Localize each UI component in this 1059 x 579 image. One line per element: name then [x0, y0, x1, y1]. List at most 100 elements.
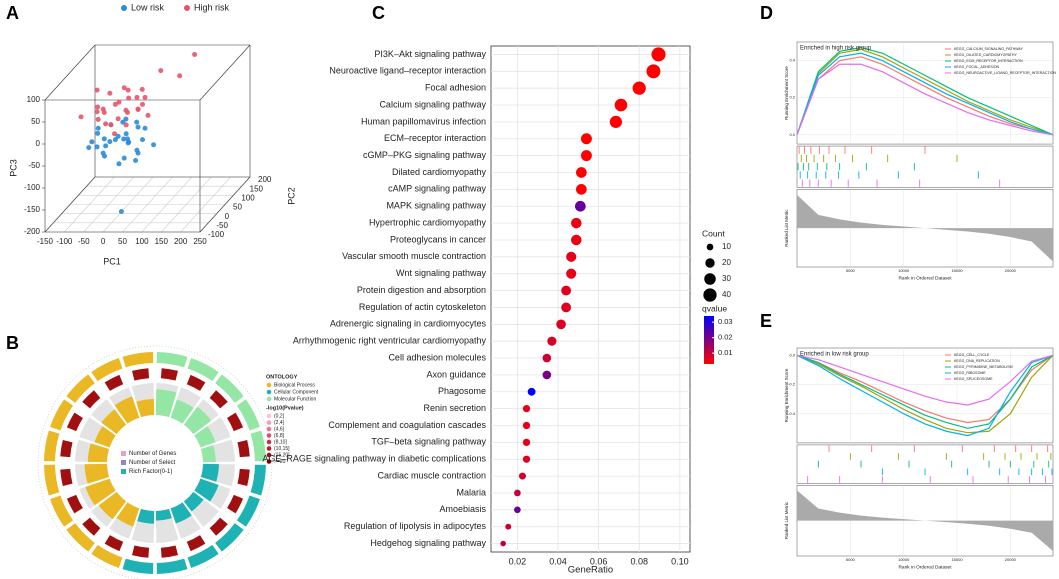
legend-title: -log10(Pvalue)	[266, 405, 304, 411]
term-segment	[215, 523, 244, 552]
point	[135, 106, 141, 112]
gene-segment	[227, 412, 244, 432]
gene-segment	[82, 390, 101, 409]
point	[121, 136, 127, 142]
y-tick-label: 150	[250, 184, 264, 193]
rich-bar	[183, 491, 204, 512]
y-tick-label: MAPK signaling pathway	[386, 201, 486, 211]
point	[107, 139, 113, 145]
term-segment	[250, 464, 266, 496]
legend-label: KEGG_DNA_REPLICATION	[954, 359, 1000, 363]
y-tick-label: Focal adhesion	[425, 83, 486, 93]
point	[112, 101, 118, 107]
point	[100, 106, 106, 112]
dot	[566, 251, 577, 262]
legend-marker	[266, 426, 272, 432]
x-tick-label: 0.06	[590, 556, 608, 566]
y-tick-label: cGMP–PKG signaling pathway	[363, 150, 487, 160]
size-legend-dot	[706, 243, 714, 251]
legend-label: (8,10]	[274, 439, 287, 445]
rich-bar	[183, 406, 212, 435]
rich-bar	[94, 426, 116, 448]
x-tick-label: 10000	[898, 268, 910, 273]
legend-label: KEGG_CALCIUM_SIGNALING_PATHWAY	[954, 47, 1024, 51]
subplot-frame	[796, 444, 1054, 484]
term-segment	[156, 352, 188, 368]
y-tick-label: AGE–RAGE signaling pathway in diabetic c…	[262, 454, 486, 464]
dot	[576, 184, 587, 195]
es-line	[796, 354, 1054, 429]
y-axis-label: Running Enrichment Score	[784, 66, 789, 120]
gene-segment	[66, 494, 83, 514]
panel-label: D	[760, 3, 773, 23]
y-tick-label: -0.4	[788, 411, 796, 416]
dot	[614, 98, 628, 112]
panel-label: B	[6, 333, 19, 353]
y-tick-label: Cardiac muscle contraction	[377, 470, 486, 480]
box-edge	[44, 44, 96, 101]
dot	[571, 217, 582, 229]
y-tick-label: Wnt signaling pathway	[396, 268, 487, 278]
rich-bar	[170, 399, 194, 424]
point	[123, 116, 129, 122]
dot	[651, 47, 666, 62]
y-tick-label: Malaria	[456, 487, 486, 497]
z-axis-label: PC3	[8, 159, 18, 177]
size-legend-label: 10	[722, 242, 731, 251]
box-edge	[44, 176, 96, 233]
legend-marker	[266, 439, 272, 445]
legend-title: qvalue	[702, 303, 727, 313]
y-tick-label: Regulation of actin cytoskeleton	[359, 302, 486, 312]
legend-label: >=20	[274, 459, 286, 465]
point	[125, 136, 131, 142]
panel-label: A	[6, 3, 19, 23]
point	[107, 90, 113, 96]
color-tick-label: 0.02	[718, 333, 733, 342]
y-tick-label: TGF–beta signaling pathway	[371, 437, 486, 447]
dot	[574, 200, 586, 212]
dot	[527, 387, 536, 396]
rich-bar	[116, 502, 140, 527]
dot	[500, 540, 506, 547]
term-segment	[156, 558, 188, 574]
point	[95, 130, 101, 136]
es-line	[796, 354, 1054, 406]
legend-label: KEGG_PYRIMIDINE_METABOLISM	[954, 365, 1013, 369]
point	[86, 145, 92, 151]
y-tick-label: -50	[216, 221, 228, 230]
rich-bar	[155, 389, 177, 418]
term-segment	[187, 358, 219, 382]
dot	[522, 455, 531, 463]
box-edge	[199, 44, 251, 101]
y-axis-label: Running Enrichment Score	[784, 368, 789, 422]
z-tick-label: 0	[36, 139, 41, 148]
term-segment	[66, 523, 95, 552]
legend-marker	[266, 413, 272, 419]
rich-bar	[87, 443, 110, 463]
x-tick-label: -100	[56, 237, 73, 246]
y-tick-label: Human papillomavirus infection	[361, 116, 486, 126]
panel-label: C	[372, 3, 385, 23]
y-tick-label: -100	[208, 230, 225, 239]
dot	[547, 336, 557, 346]
x-tick-label: 250	[193, 237, 207, 246]
x-tick-label: 5000	[846, 268, 856, 273]
rich-bar	[137, 508, 155, 524]
point	[123, 122, 129, 128]
z-tick-label: -150	[24, 205, 41, 214]
point	[158, 68, 164, 74]
point	[121, 85, 127, 91]
y-tick-label: 0.0	[789, 352, 795, 357]
subplot-frame	[796, 347, 1054, 444]
rich-bar	[170, 502, 192, 524]
dot	[522, 404, 531, 413]
x-tick-label: 0.02	[509, 556, 527, 566]
legend-label: KEGG_FOCAL_ADHESION	[954, 65, 1000, 69]
gene-segment	[209, 390, 228, 409]
inner-legend-marker	[121, 451, 126, 456]
gene-segment	[66, 412, 83, 432]
x-tick-label: 0.10	[671, 556, 689, 566]
legend-label: Molecular Function	[274, 396, 316, 402]
dot	[542, 370, 552, 380]
plot-background	[490, 45, 691, 553]
